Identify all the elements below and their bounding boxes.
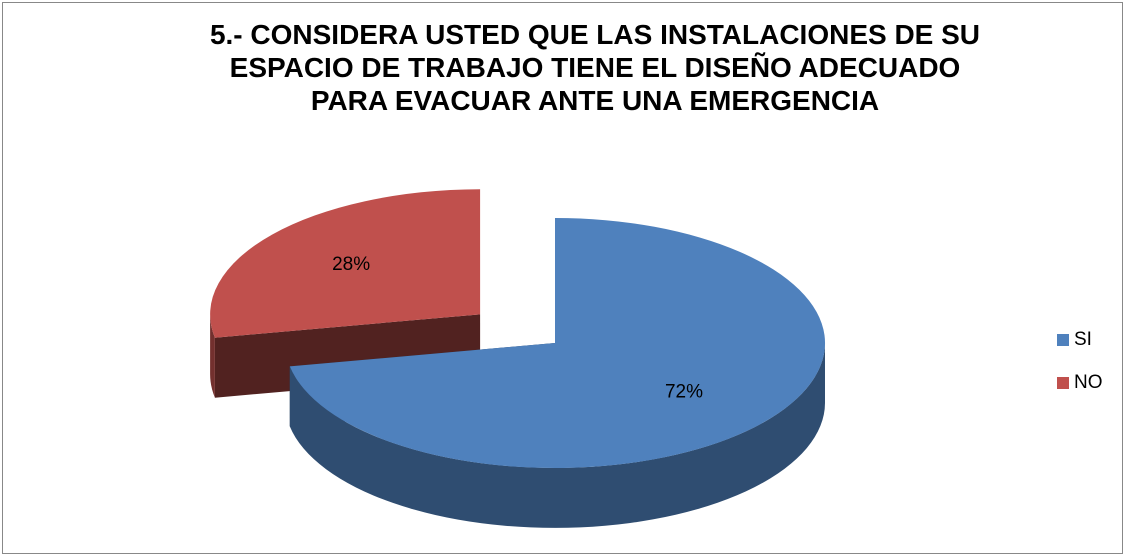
legend-label: SI bbox=[1074, 329, 1092, 350]
slice bbox=[289, 218, 826, 468]
legend-label: NO bbox=[1074, 372, 1103, 393]
data-label: 72% bbox=[665, 381, 703, 402]
legend-swatch bbox=[1057, 377, 1069, 389]
data-label: 28% bbox=[332, 254, 370, 275]
slice-side bbox=[289, 343, 825, 528]
legend-swatch bbox=[1057, 334, 1069, 346]
slice-side bbox=[210, 314, 215, 398]
slice bbox=[210, 189, 481, 338]
chart-title: 5.- CONSIDERA USTED QUE LAS INSTALACIONE… bbox=[209, 19, 981, 116]
